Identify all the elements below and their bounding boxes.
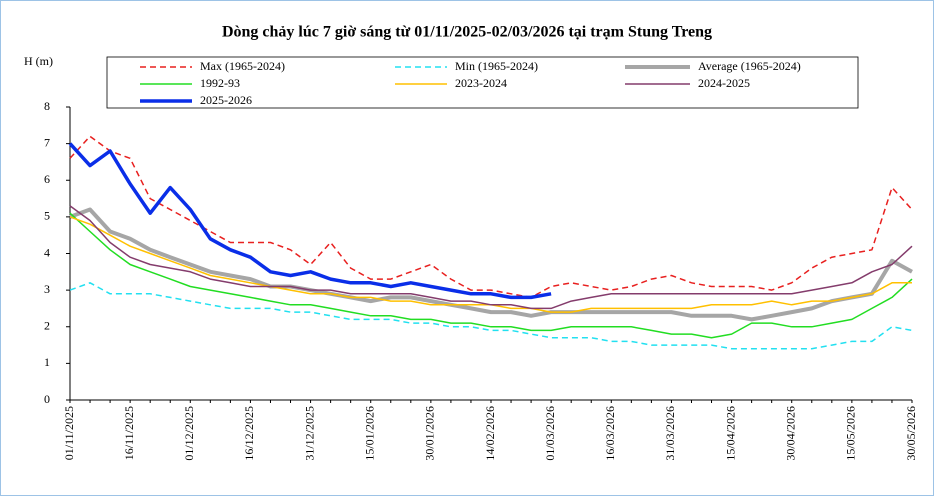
x-tick-label: 31/03/2026 xyxy=(663,406,677,461)
x-tick-label: 01/12/2025 xyxy=(182,406,196,461)
y-tick-label: 4 xyxy=(44,245,50,259)
x-tick-label: 16/03/2026 xyxy=(603,406,617,461)
x-tick-label: 15/04/2026 xyxy=(723,406,737,461)
x-tick-label: 16/11/2025 xyxy=(122,406,136,460)
y-tick-label: 7 xyxy=(44,135,50,149)
y-tick-label: 5 xyxy=(44,209,50,223)
y-tick-label: 8 xyxy=(44,99,50,113)
legend-label: Min (1965-2024) xyxy=(455,59,538,73)
legend-label: 2025-2026 xyxy=(200,93,252,107)
legend-label: Max (1965-2024) xyxy=(200,59,285,73)
legend-label: 2023-2024 xyxy=(455,76,507,90)
x-tick-label: 31/12/2025 xyxy=(302,406,316,461)
x-tick-label: 15/05/2026 xyxy=(844,406,858,461)
series-line xyxy=(69,212,913,339)
x-tick-label: 14/02/2026 xyxy=(483,406,497,461)
x-tick-label: 30/05/2026 xyxy=(904,406,918,461)
series-line xyxy=(69,207,913,322)
series-line xyxy=(68,142,552,300)
x-tick-label: 30/04/2026 xyxy=(783,406,797,461)
series-line xyxy=(69,135,913,299)
y-tick-label: 2 xyxy=(44,319,50,333)
series-line xyxy=(69,205,913,310)
x-tick-label: 01/03/2026 xyxy=(543,406,557,461)
x-tick-label: 16/12/2025 xyxy=(242,406,256,461)
legend-box xyxy=(106,56,859,109)
series-line xyxy=(69,282,913,350)
y-axis-label: H (m) xyxy=(24,54,53,68)
x-tick-label: 30/01/2026 xyxy=(423,406,437,461)
y-tick-label: 1 xyxy=(44,355,50,369)
legend-label: Average (1965-2024) xyxy=(698,59,801,73)
y-tick-label: 6 xyxy=(44,172,50,186)
legend-label: 1992-93 xyxy=(200,76,240,90)
chart-title: Dòng chảy lúc 7 giờ sáng từ 01/11/2025-0… xyxy=(222,24,712,41)
legend-label: 2024-2025 xyxy=(698,76,750,90)
x-tick-label: 15/01/2026 xyxy=(362,406,376,461)
y-tick-label: 0 xyxy=(44,392,50,406)
x-tick-label: 01/11/2025 xyxy=(62,406,76,460)
y-tick-label: 3 xyxy=(44,282,50,296)
